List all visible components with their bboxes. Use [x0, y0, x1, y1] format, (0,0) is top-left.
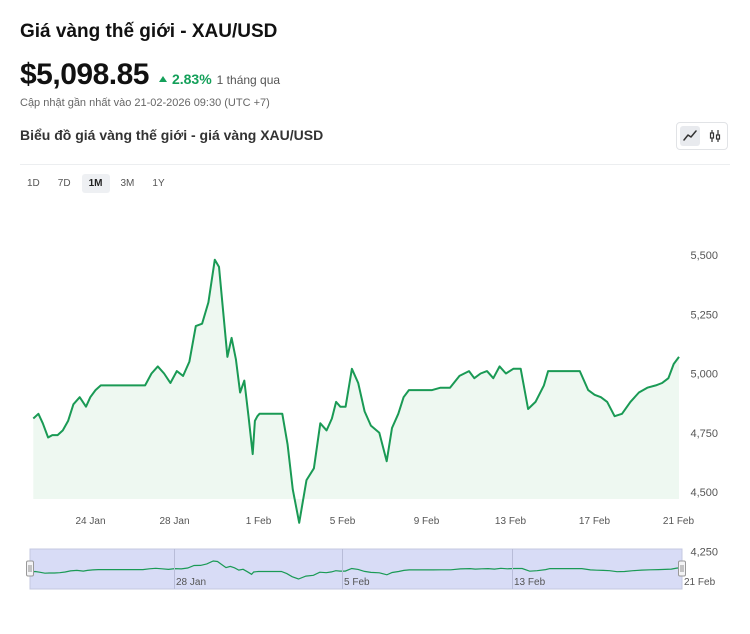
line-chart-button[interactable] [679, 126, 700, 146]
navigator-label: 13 Feb [514, 577, 546, 588]
range-1d[interactable]: 1D [27, 178, 40, 189]
x-tick-label: 24 Jan [75, 516, 105, 527]
x-axis: 24 Jan 28 Jan 1 Feb 5 Feb 9 Feb 13 Feb 17 Feb 2… [75, 516, 694, 527]
navigator-label: 21 Feb [684, 577, 716, 588]
x-tick-label: 13 Feb [495, 516, 527, 527]
candlestick-chart-button[interactable] [705, 126, 725, 146]
x-tick-label: 1 Feb [246, 516, 272, 527]
y-tick-label: 5,250 [690, 309, 718, 321]
navigator-right-handle[interactable] [678, 560, 686, 577]
price-row: $5,098.85 2.83% 1 tháng qua [20, 58, 280, 92]
chart-subtitle: Biểu đồ giá vàng thế giới - giá vàng XAU… [20, 127, 324, 143]
navigator-label: 28 Jan [176, 577, 206, 588]
price-line [32, 258, 680, 524]
y-tick-label: 4,250 [690, 546, 718, 558]
x-tick-label: 9 Feb [414, 516, 440, 527]
current-price: $5,098.85 [20, 58, 149, 91]
candlestick-icon [709, 130, 720, 142]
x-tick-label: 21 Feb [663, 516, 695, 527]
y-tick-label: 4,500 [690, 487, 718, 499]
range-1y[interactable]: 1Y [152, 178, 165, 189]
page-title: Giá vàng thế giới - XAU/USD [20, 21, 278, 42]
x-tick-label: 28 Jan [159, 516, 189, 527]
range-1m[interactable]: 1M [81, 174, 110, 193]
price-change: 2.83% [171, 71, 212, 87]
y-axis: 5,500 5,250 5,000 4,750 4,500 4,250 [690, 250, 718, 558]
navigator-label: 5 Feb [344, 577, 370, 588]
navigator-window [29, 548, 683, 590]
line-chart-icon [682, 130, 697, 141]
chart-type-toggle [676, 122, 728, 150]
main-plot [32, 258, 680, 524]
y-tick-label: 5,500 [690, 250, 718, 262]
range-selector: 1D 7D 1M 3M 1Y [20, 174, 172, 193]
y-tick-label: 5,000 [690, 369, 718, 381]
change-period: 1 tháng qua [216, 73, 281, 87]
last-updated: Cập nhật gần nhất vào 21-02-2026 09:30 (… [20, 97, 270, 109]
range-7d[interactable]: 7D [57, 178, 71, 189]
x-tick-label: 17 Feb [579, 516, 611, 527]
x-tick-label: 5 Feb [330, 516, 356, 527]
price-area [33, 259, 680, 523]
up-arrow-icon [158, 76, 167, 82]
navigator-series [29, 560, 683, 580]
range-3m[interactable]: 3M [120, 178, 135, 189]
header-divider [20, 164, 730, 165]
navigator-left-handle[interactable] [26, 560, 34, 577]
navigator: 28 Jan 5 Feb 13 Feb 21 Feb [26, 548, 716, 590]
y-tick-label: 4,750 [690, 428, 718, 440]
